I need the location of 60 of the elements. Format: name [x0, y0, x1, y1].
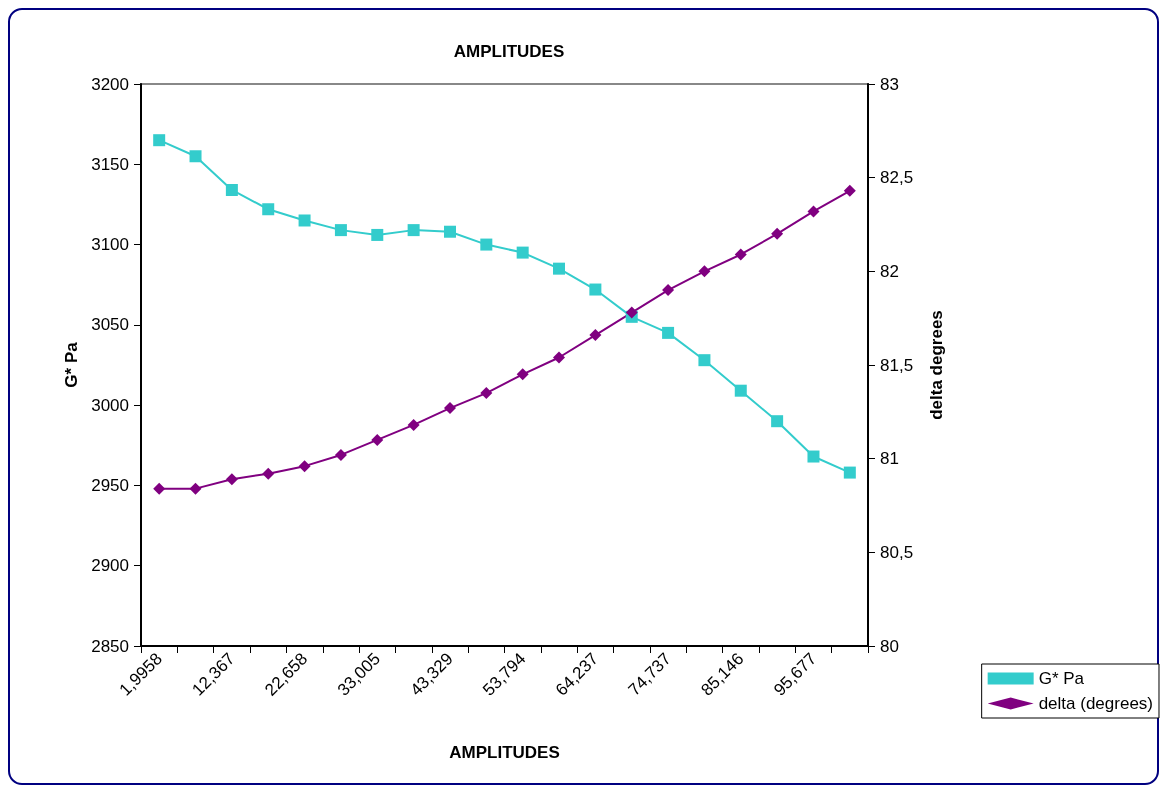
point: [516, 368, 529, 381]
x-axis-title: AMPLITUDES: [449, 743, 560, 762]
y-tick-label: 2900: [91, 556, 129, 576]
y-tick-label: 3000: [91, 395, 129, 415]
point: [189, 150, 202, 163]
point: [589, 329, 602, 342]
point: [625, 306, 638, 319]
point: [698, 265, 711, 278]
y2-tick-label: 83: [880, 74, 899, 94]
y-tick-label: 3200: [91, 74, 129, 94]
point: [371, 433, 384, 446]
legend-label: delta (degrees): [1038, 694, 1153, 713]
point: [843, 184, 856, 197]
point: [371, 228, 384, 241]
point: [589, 283, 602, 296]
point: [771, 227, 784, 240]
y2-axis-title: delta degrees: [927, 310, 946, 420]
y2-tick-label: 82: [880, 261, 899, 281]
point: [407, 224, 420, 237]
point: [225, 183, 238, 196]
point: [443, 225, 456, 238]
point: [698, 354, 711, 367]
point: [553, 262, 566, 275]
point: [516, 246, 529, 259]
point: [807, 205, 820, 218]
point: [843, 466, 856, 479]
point: [189, 482, 202, 495]
legend-label: G* Pa: [1038, 669, 1085, 688]
point: [734, 384, 747, 397]
y-tick-label: 3050: [91, 315, 129, 335]
point: [298, 460, 311, 473]
y-tick-label: 3150: [91, 154, 129, 174]
y2-tick-label: 80: [880, 636, 899, 656]
point: [443, 402, 456, 415]
point: [480, 387, 493, 400]
y-axis-title: G* Pa: [62, 341, 82, 388]
y2-tick-label: 81,5: [880, 355, 914, 375]
point: [662, 326, 675, 339]
point: [334, 448, 347, 461]
point: [734, 248, 747, 261]
point: [662, 284, 675, 297]
point: [407, 418, 420, 431]
point: [153, 482, 166, 495]
point: [262, 467, 275, 480]
point: [298, 214, 311, 227]
y-tick-label: 2950: [91, 475, 129, 495]
point: [807, 450, 820, 463]
point: [480, 238, 493, 251]
y-tick-label: 2850: [91, 636, 129, 656]
y-tick-label: 3100: [91, 235, 129, 255]
y2-tick-label: 82,5: [880, 168, 914, 188]
y2-tick-label: 81: [880, 449, 899, 469]
point: [553, 351, 566, 364]
point: [771, 415, 784, 428]
point: [225, 473, 238, 486]
point: [334, 224, 347, 237]
point: [262, 203, 275, 216]
y2-tick-label: 80,5: [880, 542, 914, 562]
point: [153, 134, 166, 147]
chart-title: AMPLITUDES: [453, 42, 565, 61]
